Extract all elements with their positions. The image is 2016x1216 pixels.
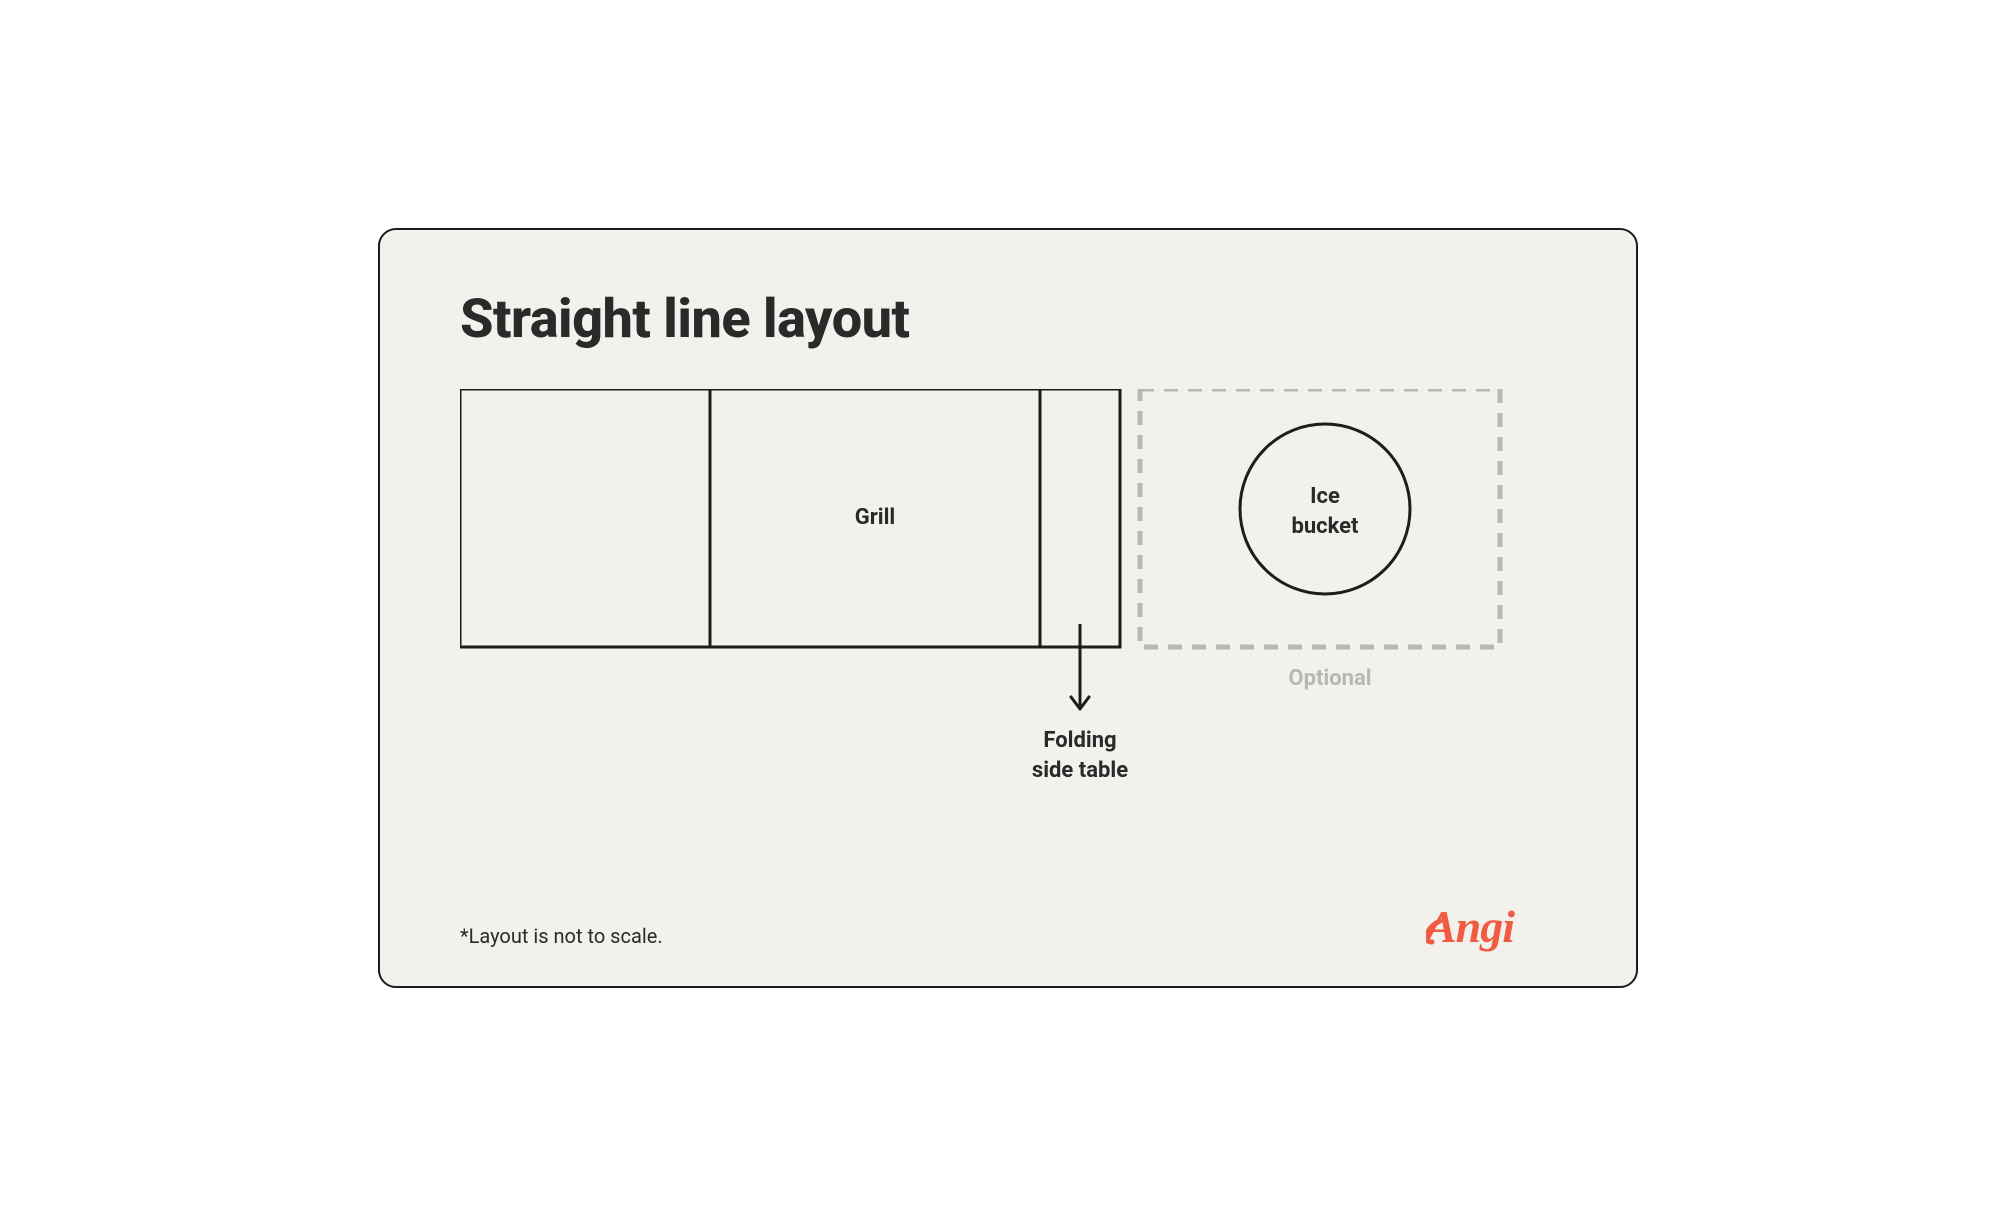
- grill-label: Grill: [855, 505, 896, 530]
- svg-text:Angi: Angi: [1426, 902, 1515, 952]
- diagram-container: Grill Ice bucket Folding side table Opti…: [460, 389, 1556, 829]
- folding-box: [1040, 389, 1120, 647]
- optional-label: Optional: [1288, 666, 1371, 691]
- page-title: Straight line layout: [460, 290, 1556, 349]
- ice-bucket-label-2: bucket: [1291, 514, 1359, 539]
- ice-bucket-label-1: Ice: [1310, 484, 1340, 509]
- counter-box: [460, 389, 710, 647]
- brand-logo-icon: Angi: [1426, 902, 1566, 954]
- ice-bucket-circle: [1240, 424, 1410, 594]
- folding-label-1: Folding: [1043, 728, 1116, 753]
- layout-card: Straight line layout Grill Ice bucket Fo…: [378, 228, 1638, 988]
- layout-diagram: Grill Ice bucket Folding side table Opti…: [460, 389, 1520, 819]
- footnote-text: *Layout is not to scale.: [460, 924, 663, 948]
- folding-label-2: side table: [1032, 758, 1128, 783]
- brand-logo: Angi: [1426, 900, 1566, 952]
